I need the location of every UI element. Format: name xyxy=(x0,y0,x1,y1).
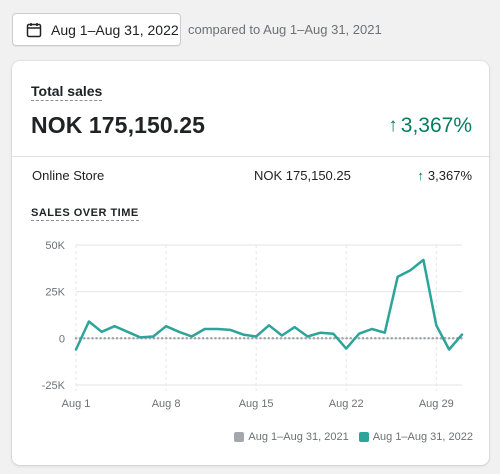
breakdown-change-value: 3,367% xyxy=(427,168,472,183)
breakdown-change: ↑ 3,367% xyxy=(417,168,472,183)
total-sales-card: Total sales NOK 175,150.25 ↑ 3,367% Onli… xyxy=(12,61,489,465)
breakdown-value: NOK 175,150.25 xyxy=(254,168,351,183)
sales-over-time-chart: 50K 25K 0 -25K Aug 1 Aug 8 Aug 15 Aug 22 Aug 29 xyxy=(42,240,464,410)
legend-item-2022[interactable]: Aug 1–Aug 31, 2022 xyxy=(358,431,473,443)
arrow-up-icon: ↑ xyxy=(417,168,424,183)
legend-item-2021[interactable]: Aug 1–Aug 31, 2021 xyxy=(234,431,349,443)
legend-swatch xyxy=(234,432,245,442)
breakdown-label: Online Store xyxy=(32,168,105,183)
x-tick-label: Aug 15 xyxy=(239,398,274,410)
chart-title[interactable]: SALES OVER TIME xyxy=(31,207,139,221)
legend-label: Aug 1–Aug 31, 2021 xyxy=(248,431,349,443)
x-tick-label: Aug 22 xyxy=(329,398,364,410)
y-tick-label: -25K xyxy=(42,380,66,392)
legend-swatch xyxy=(358,432,369,442)
y-tick-label: 25K xyxy=(45,287,65,299)
y-tick-label: 50K xyxy=(45,240,65,252)
total-sales-value: NOK 175,150.25 xyxy=(31,112,206,138)
comparison-label: compared to Aug 1–Aug 31, 2021 xyxy=(188,22,382,37)
date-range-picker-button[interactable]: Aug 1–Aug 31, 2022 xyxy=(12,13,181,46)
total-sales-change: ↑ 3,367% xyxy=(388,114,472,138)
calendar-icon xyxy=(26,22,42,37)
x-tick-label: Aug 29 xyxy=(419,398,454,410)
legend-label: Aug 1–Aug 31, 2022 xyxy=(372,431,473,443)
date-range-label: Aug 1–Aug 31, 2022 xyxy=(51,21,179,38)
chart-legend: Aug 1–Aug 31, 2021 Aug 1–Aug 31, 2022 xyxy=(234,431,473,443)
arrow-up-icon: ↑ xyxy=(388,115,398,136)
x-tick-label: Aug 1 xyxy=(62,398,91,410)
divider xyxy=(12,156,489,157)
card-title[interactable]: Total sales xyxy=(31,83,103,101)
total-change-value: 3,367% xyxy=(400,114,472,137)
y-tick-label: 0 xyxy=(59,333,65,345)
x-tick-label: Aug 8 xyxy=(152,398,181,410)
series-line xyxy=(74,258,464,351)
